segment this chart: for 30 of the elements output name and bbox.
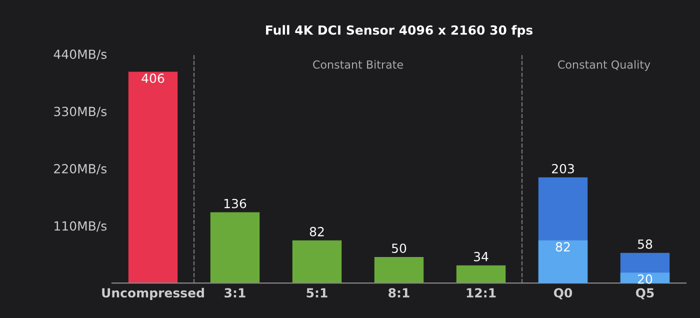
bar [374, 257, 424, 284]
bar [292, 240, 342, 284]
x-tick-label: Q0 [554, 288, 572, 300]
chart-title: Full 4K DCI Sensor 4096 x 2160 30 fps [266, 25, 533, 38]
data-label: 82 [556, 242, 570, 252]
data-label: 20 [638, 274, 652, 284]
annotation: Constant Bitrate [313, 60, 403, 69]
x-tick-label: 3:1 [224, 288, 246, 298]
annotation: Constant Quality [558, 60, 650, 71]
data-label: 82 [310, 226, 324, 236]
bar [128, 72, 178, 284]
data-label: 406 [142, 74, 164, 83]
bar [210, 212, 260, 284]
bar [456, 265, 506, 284]
x-tick-label: 8:1 [388, 288, 410, 298]
data-label: 136 [224, 198, 246, 208]
data-label: 203 [552, 164, 574, 174]
x-tick-label: 12:1 [466, 288, 496, 298]
bar [620, 272, 670, 284]
bar [538, 240, 588, 284]
data-label: 50 [392, 244, 406, 254]
x-tick-label: Uncompressed [102, 288, 204, 300]
y-tick-label: 440MB/s [54, 50, 107, 60]
y-tick-label: 330MB/s [54, 106, 107, 118]
y-tick-label: 220MB/s [54, 164, 107, 174]
x-tick-label: 5:1 [306, 288, 328, 298]
x-tick-label: Q5 [636, 288, 654, 300]
y-tick-label: 110MB/s [54, 221, 107, 232]
data-label: 58 [638, 239, 652, 249]
data-label: 34 [474, 252, 488, 262]
